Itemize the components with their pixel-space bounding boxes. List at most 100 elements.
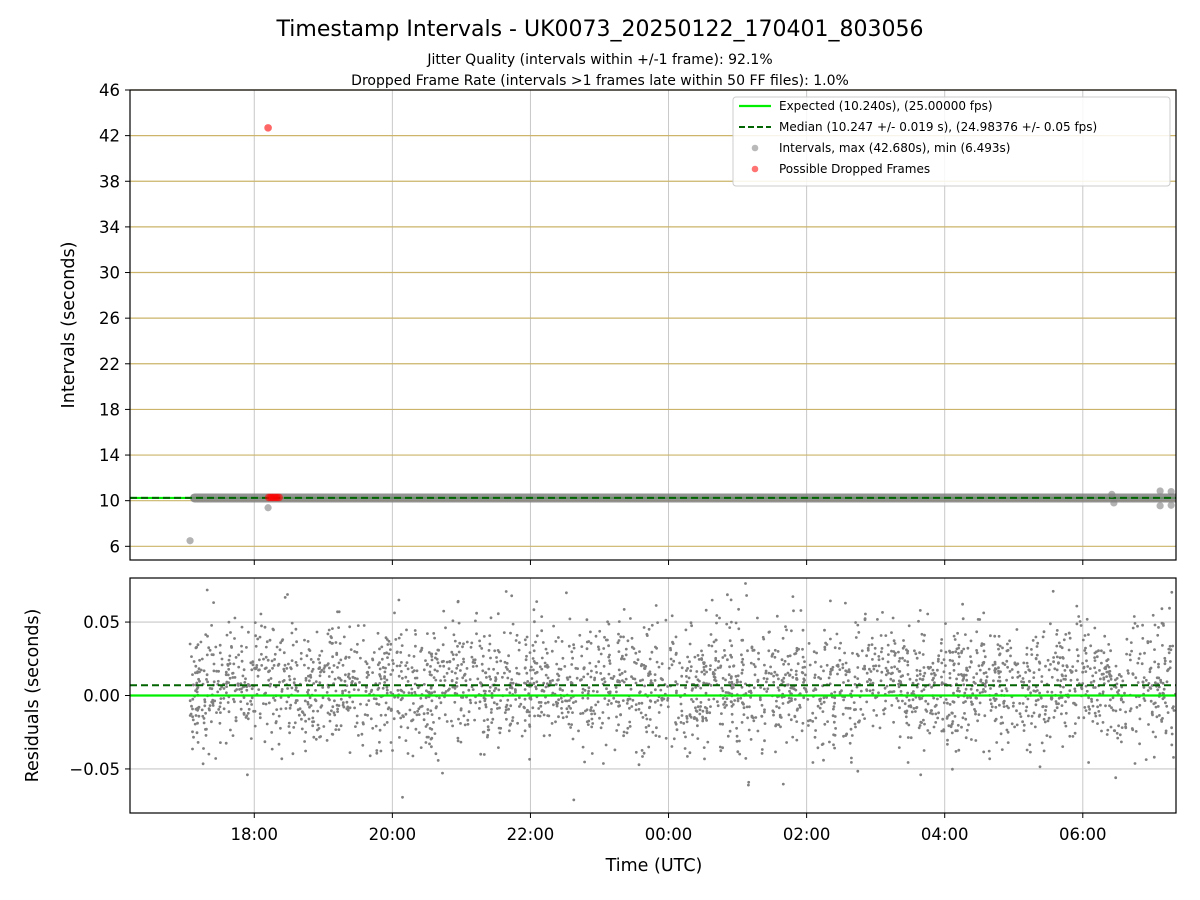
residual-point (892, 679, 895, 683)
residual-point (347, 672, 351, 676)
residual-point (327, 697, 330, 700)
residual-point (655, 660, 659, 664)
residual-point (942, 729, 946, 733)
residual-point (399, 633, 403, 636)
residual-point (700, 670, 704, 674)
residual-point (199, 640, 203, 644)
residual-point (359, 656, 362, 660)
residual-point (319, 735, 322, 738)
residual-point (982, 688, 985, 691)
residual-point (413, 711, 417, 714)
residual-point (425, 663, 429, 667)
residual-point (279, 696, 283, 699)
residual-point (459, 708, 463, 712)
residual-point (581, 711, 585, 715)
residual-point (737, 607, 740, 611)
residual-point (257, 688, 261, 691)
residual-point (331, 641, 334, 645)
residual-point (1154, 705, 1158, 709)
residual-point (1123, 691, 1126, 695)
residual-point (1034, 657, 1038, 660)
residual-point (782, 662, 785, 666)
residual-point (592, 709, 595, 713)
residual-point (1117, 724, 1120, 728)
residual-point (974, 712, 977, 716)
residual-point (1108, 672, 1111, 676)
residual-point (276, 664, 280, 667)
residual-point (880, 650, 883, 654)
residual-point (1119, 698, 1123, 702)
residual-point (1046, 719, 1050, 723)
residual-point (825, 663, 829, 667)
residual-point (1114, 686, 1118, 689)
residual-point (492, 689, 496, 693)
residual-point (649, 691, 653, 694)
residual-point (694, 675, 698, 679)
residual-point (196, 741, 200, 744)
residual-point (378, 728, 382, 732)
residual-point (375, 702, 379, 706)
residual-point (911, 681, 915, 685)
residual-point (461, 691, 465, 694)
residual-point (1162, 624, 1165, 627)
residual-point (894, 651, 897, 655)
residual-point (263, 625, 267, 629)
residual-point (1097, 649, 1100, 653)
residual-point (923, 722, 926, 726)
residual-point (728, 681, 731, 684)
residual-point (1038, 713, 1042, 717)
residual-point (361, 743, 365, 747)
residual-point (523, 666, 527, 670)
intervals-ytick-label-7: 34 (99, 218, 120, 237)
residual-point (844, 661, 848, 665)
residual-point (729, 700, 733, 703)
residual-point (248, 684, 252, 688)
residual-point (952, 663, 956, 667)
residual-point (1167, 651, 1171, 655)
residual-point (694, 686, 698, 689)
residual-point (227, 658, 231, 662)
residual-point (1083, 649, 1087, 652)
residual-point (1006, 730, 1010, 734)
residual-point (400, 661, 403, 664)
residual-point (454, 671, 457, 675)
residual-point (628, 720, 632, 724)
residual-point (871, 692, 874, 695)
residual-point (954, 729, 958, 733)
residual-point (1101, 721, 1105, 724)
residual-point (1084, 651, 1088, 655)
residual-point (295, 663, 299, 667)
residual-point (832, 720, 836, 724)
residual-point (1121, 700, 1125, 704)
residual-point (781, 702, 785, 705)
residual-point (242, 696, 246, 699)
residual-point (1099, 703, 1102, 707)
residual-point (723, 706, 727, 709)
residual-point (714, 656, 718, 660)
residual-point (529, 665, 533, 669)
residual-point (1162, 696, 1166, 699)
residual-point (600, 678, 604, 681)
residual-point (868, 689, 872, 693)
residual-point (730, 686, 734, 690)
residual-point (434, 678, 438, 682)
residual-point (654, 645, 657, 649)
residual-point (619, 713, 622, 716)
residual-point (1167, 647, 1171, 651)
residual-point (1162, 687, 1166, 691)
residual-point (322, 725, 326, 728)
residual-point (893, 665, 896, 669)
residual-point (554, 720, 557, 724)
residual-point (760, 714, 764, 718)
residual-point (466, 722, 470, 726)
residual-point (1129, 658, 1132, 662)
residual-point (1110, 706, 1113, 710)
residual-point (450, 679, 454, 683)
residual-point (249, 661, 253, 665)
residual-point (560, 700, 564, 704)
residual-point (406, 726, 410, 730)
residual-point (198, 679, 201, 683)
residual-point (760, 752, 764, 755)
residual-point (994, 697, 998, 701)
residual-point (499, 659, 503, 663)
